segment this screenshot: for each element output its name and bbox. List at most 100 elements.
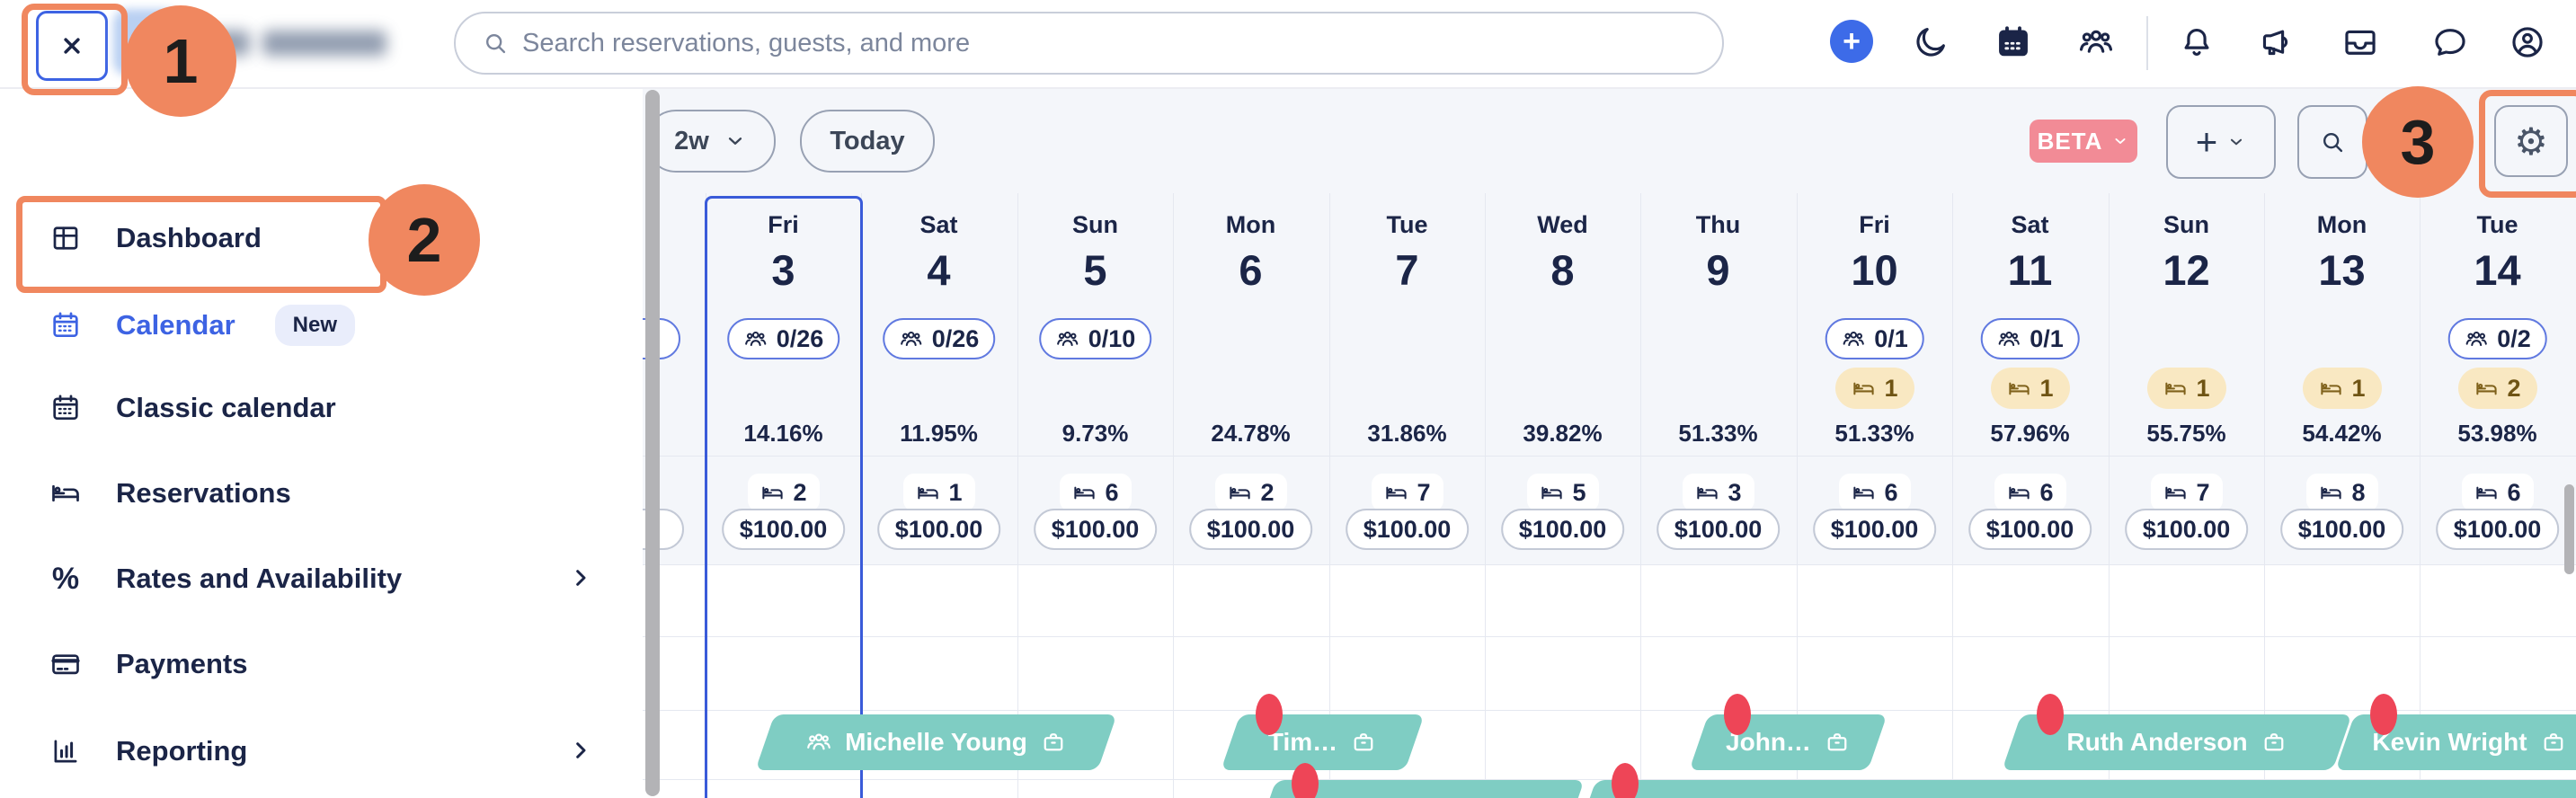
sidebar-item-reporting[interactable]: Reporting <box>0 721 643 782</box>
beta-badge[interactable]: BETA <box>2030 120 2137 163</box>
occupancy-badge[interactable]: 0/1 <box>1825 318 1924 359</box>
gear-icon: ⚙ <box>2514 119 2548 164</box>
today-button[interactable]: Today <box>800 110 935 173</box>
close-menu-button[interactable] <box>36 11 108 81</box>
occupancy-percentage: 14.16% <box>743 420 823 447</box>
global-search-input[interactable]: Search reservations, guests, and more <box>454 12 1724 75</box>
reservation-bar-tim-[interactable]: Tim… <box>1221 714 1425 770</box>
sidebar-item-dashboard[interactable]: Dashboard <box>0 208 643 269</box>
reservation-bar[interactable] <box>1577 780 2576 798</box>
rate-pill[interactable]: $100.00 <box>1033 509 1158 550</box>
occupancy-badge[interactable]: 0/10 <box>1038 318 1152 359</box>
unconfirmed-badge[interactable]: 1 <box>1990 368 2070 409</box>
day-column-fri-10[interactable]: Fri 10 0/1 1 51.33% 6 $100.00 <box>1797 193 1952 572</box>
sidebar-item-rates-and-availability[interactable]: % Rates and Availability <box>0 548 643 609</box>
day-column-sun-12[interactable]: Sun 12 1 55.75% 7 $100.00 <box>2109 193 2264 572</box>
announcements-button[interactable] <box>2259 23 2296 61</box>
occupancy-badge[interactable]: 0/26 <box>882 318 996 359</box>
grid-hline <box>548 779 2576 780</box>
calendar-settings-button[interactable]: ⚙ <box>2494 105 2568 177</box>
unconfirmed-badge[interactable]: 1 <box>1834 368 1914 409</box>
day-of-week: Fri <box>768 211 799 238</box>
day-column-thu-9[interactable]: Thu 9 51.33% 3 $100.00 <box>1640 193 1796 572</box>
view-range-button[interactable]: 2w <box>645 110 776 173</box>
day-column-mon-13[interactable]: Mon 13 1 54.42% 8 $100.00 <box>2264 193 2420 572</box>
day-column-tue-7[interactable]: Tue 7 31.86% 7 $100.00 <box>1329 193 1485 572</box>
reservation-bar-ruth-anderson[interactable]: Ruth Anderson <box>2002 714 2352 770</box>
dark-mode-button[interactable] <box>1912 23 1950 61</box>
day-number: 4 <box>927 246 951 294</box>
megaphone-icon <box>2262 30 2288 56</box>
messages-button[interactable] <box>2431 23 2469 61</box>
rate-pill[interactable]: $100.00 <box>1812 509 1937 550</box>
reservation-bar-michelle-young[interactable]: Michelle Young <box>755 714 1117 770</box>
occupancy-percentage: 24.78% <box>1211 420 1291 447</box>
today-column-highlight <box>705 196 863 798</box>
unconfirmed-badge[interactable]: 1 <box>2146 368 2226 409</box>
guests-icon <box>1843 331 1864 346</box>
grid-vline <box>1485 193 1486 798</box>
calendar-vertical-scrollbar[interactable] <box>2564 484 2574 574</box>
rate-pill[interactable]: $100.00 <box>2279 509 2404 550</box>
sidebar-scrollbar[interactable] <box>645 90 660 796</box>
reservation-bar-kevin-wright[interactable]: Kevin Wright <box>2335 714 2576 770</box>
brand-logo-blurred <box>113 9 180 75</box>
occupancy-badge[interactable]: 0/26 <box>726 318 840 359</box>
guests-icon <box>1056 331 1078 346</box>
occupancy-badge[interactable]: 0/2 <box>2447 318 2547 359</box>
account-button[interactable] <box>2509 23 2546 61</box>
bed-icon <box>1073 486 1095 499</box>
bed-icon <box>2475 382 2497 395</box>
rate-value: $100.00 <box>1518 515 1607 543</box>
add-reservation-button[interactable]: + <box>2166 105 2276 179</box>
grid-vline <box>1329 193 1330 798</box>
calendar-icon <box>53 312 78 338</box>
inbox-button[interactable] <box>2341 23 2379 61</box>
day-column-mon-6[interactable]: Mon 6 24.78% 2 $100.00 <box>1173 193 1328 572</box>
unconfirmed-badge[interactable]: 1 <box>2302 368 2382 409</box>
rate-value: $100.00 <box>2297 515 2386 543</box>
rate-value: $100.00 <box>2142 515 2231 543</box>
quick-add-button[interactable]: + <box>1830 20 1873 63</box>
close-icon <box>64 38 80 54</box>
notifications-button[interactable] <box>2178 23 2216 61</box>
rate-value: $100.00 <box>1830 515 1919 543</box>
sidebar-item-payments[interactable]: Payments <box>0 634 643 695</box>
day-column-sun-5[interactable]: Sun 5 0/10 9.73% 6 $100.00 <box>1017 193 1173 572</box>
unconfirmed-badge[interactable]: 2 <box>2457 368 2537 409</box>
rate-pill[interactable]: $100.00 <box>1188 509 1313 550</box>
bed-icon <box>2320 382 2341 395</box>
alert-dot <box>1612 763 1639 798</box>
day-number: 12 <box>2163 246 2210 294</box>
chart-icon <box>54 740 77 763</box>
rate-pill[interactable]: $100.00 <box>2435 509 2560 550</box>
rate-pill[interactable]: $100.00 <box>2124 509 2249 550</box>
day-of-week: Mon <box>1225 211 1276 238</box>
occupancy-percentage: 54.42% <box>2302 420 2382 447</box>
occupancy-percentage: 57.96% <box>1990 420 2070 447</box>
day-column-sat-11[interactable]: Sat 11 0/1 1 57.96% 6 $100.00 <box>1952 193 2108 572</box>
rate-pill[interactable]: $100.00 <box>1656 509 1781 550</box>
day-column-sat-4[interactable]: Sat 4 0/26 11.95% 1 $100.00 <box>861 193 1017 572</box>
team-button[interactable] <box>2077 23 2115 61</box>
calendar-shortcut-button[interactable] <box>1994 23 2032 61</box>
day-column-wed-8[interactable]: Wed 8 39.82% 5 $100.00 <box>1485 193 1640 572</box>
rate-pill[interactable]: $100.00 <box>721 509 846 550</box>
sidebar-item-reservations[interactable]: Reservations <box>0 463 643 524</box>
briefcase-icon <box>1354 733 1373 751</box>
reservation-bar-john-[interactable]: John… <box>1689 714 1888 770</box>
day-of-week: Mon <box>2316 211 2367 238</box>
day-column-tue-14[interactable]: Tue 14 0/2 2 53.98% 6 $100.00 <box>2420 193 2575 572</box>
navigation-sidebar: Dashboard Calendar New Classic calendar Rese… <box>0 87 643 798</box>
rate-pill[interactable]: $100.00 <box>1345 509 1470 550</box>
calendar-search-button[interactable] <box>2297 105 2367 179</box>
rate-pill[interactable]: $100.00 <box>876 509 1001 550</box>
bell-icon <box>2184 28 2209 56</box>
grid-vline <box>2420 193 2421 798</box>
rate-pill[interactable]: $100.00 <box>1500 509 1625 550</box>
sidebar-item-calendar[interactable]: Calendar New <box>0 295 643 356</box>
occupancy-badge[interactable]: 0/1 <box>1980 318 2080 359</box>
day-column-fri-3[interactable]: Fri 3 0/26 14.16% 2 $100.00 <box>706 193 861 572</box>
rate-pill[interactable]: $100.00 <box>1968 509 2092 550</box>
sidebar-item-classic-calendar[interactable]: Classic calendar <box>0 377 643 439</box>
